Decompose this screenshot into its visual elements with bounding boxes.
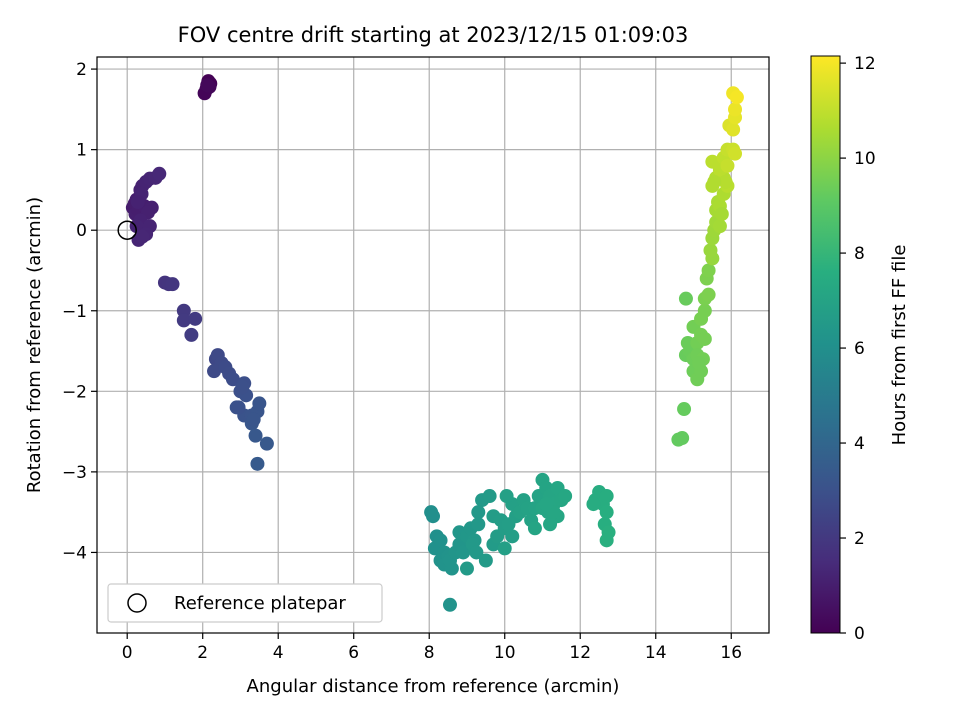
x-axis-ticks: 0 2 4 6 8 10 12 14 16 — [122, 633, 742, 663]
grid-lines — [97, 57, 769, 633]
chart-title: FOV centre drift starting at 2023/12/15 … — [178, 23, 689, 47]
y-tick-label: 2 — [76, 60, 87, 80]
colorbar-tick-label: 12 — [854, 54, 876, 74]
data-point — [471, 505, 486, 520]
legend-label: Reference platepar — [174, 593, 346, 614]
data-point — [705, 154, 720, 169]
data-point — [677, 402, 692, 417]
data-point — [469, 545, 484, 560]
data-point — [152, 166, 167, 181]
data-point — [200, 78, 215, 93]
data-point — [184, 327, 199, 342]
x-tick-label: 10 — [494, 643, 516, 663]
data-point — [714, 207, 729, 222]
y-tick-label: −1 — [62, 302, 87, 322]
x-tick-label: 12 — [569, 643, 591, 663]
data-point — [675, 431, 690, 446]
colorbar: 0 2 4 6 8 10 12 Hours from first FF file — [810, 54, 910, 644]
data-point — [728, 146, 743, 161]
x-tick-label: 16 — [720, 643, 742, 663]
data-point — [701, 263, 716, 278]
colorbar-tick-label: 2 — [854, 529, 865, 549]
x-tick-label: 14 — [645, 643, 667, 663]
plot-frame — [96, 56, 770, 634]
x-tick-label: 2 — [197, 643, 208, 663]
data-point — [459, 561, 474, 576]
x-tick-label: 8 — [424, 643, 435, 663]
data-point — [692, 356, 707, 371]
data-point — [456, 545, 471, 560]
data-point — [176, 313, 191, 328]
data-point — [246, 412, 261, 427]
x-tick-label: 6 — [348, 643, 359, 663]
x-axis-label: Angular distance from reference (arcmin) — [247, 676, 620, 697]
data-point — [130, 195, 145, 210]
data-point — [543, 517, 558, 532]
data-point — [252, 396, 267, 411]
data-point — [707, 174, 722, 189]
colorbar-tick-label: 0 — [854, 624, 865, 644]
legend: Reference platepar — [107, 583, 383, 623]
colorbar-ticks: 0 2 4 6 8 10 12 — [840, 54, 876, 644]
y-tick-label: −3 — [62, 463, 87, 483]
data-point — [231, 400, 246, 415]
data-point — [499, 489, 514, 504]
y-tick-label: −4 — [62, 543, 87, 563]
data-point — [697, 331, 712, 346]
data-point — [539, 497, 554, 512]
data-point — [259, 436, 274, 451]
data-point — [720, 158, 735, 173]
data-points — [125, 74, 744, 612]
colorbar-gradient — [810, 55, 841, 634]
colorbar-tick-label: 4 — [854, 434, 865, 454]
x-tick-label: 0 — [122, 643, 133, 663]
y-tick-label: 0 — [76, 221, 87, 241]
data-point — [188, 311, 203, 326]
data-point — [248, 428, 263, 443]
data-point — [599, 489, 614, 504]
data-point — [599, 505, 614, 520]
data-point — [482, 489, 497, 504]
data-point — [712, 219, 727, 234]
data-point — [235, 380, 250, 395]
data-point — [697, 303, 712, 318]
data-point — [135, 229, 150, 244]
data-point — [433, 533, 448, 548]
data-point — [207, 364, 222, 379]
colorbar-tick-label: 10 — [854, 149, 876, 169]
x-tick-label: 4 — [273, 643, 284, 663]
data-point — [599, 533, 614, 548]
data-point — [703, 243, 718, 258]
colorbar-label: Hours from first FF file — [889, 245, 910, 446]
data-point — [701, 287, 716, 302]
data-point — [471, 517, 486, 532]
data-point — [586, 497, 601, 512]
colorbar-tick-label: 8 — [854, 244, 865, 264]
data-point — [225, 372, 240, 387]
data-point — [558, 489, 573, 504]
data-point — [165, 277, 180, 292]
data-point — [176, 303, 191, 318]
data-point — [478, 553, 493, 568]
data-point — [250, 456, 265, 471]
data-point — [426, 509, 440, 524]
legend-marker-open-circle — [127, 593, 147, 613]
colorbar-tick-label: 6 — [854, 339, 865, 359]
data-point — [678, 291, 693, 306]
y-tick-label: −2 — [62, 382, 87, 402]
data-point — [527, 521, 542, 536]
y-axis-label: Rotation from reference (arcmin) — [24, 197, 45, 493]
data-point — [728, 102, 743, 117]
y-axis-ticks: −4 −3 −2 −1 0 1 2 — [62, 60, 97, 563]
reference-platepar-marker — [117, 220, 137, 240]
legend-box — [107, 583, 383, 623]
y-tick-label: 1 — [76, 141, 87, 161]
data-point — [505, 529, 520, 544]
data-point — [497, 541, 512, 556]
data-point — [718, 174, 733, 189]
data-point — [726, 122, 741, 137]
data-point — [442, 597, 457, 612]
data-point — [729, 90, 744, 105]
